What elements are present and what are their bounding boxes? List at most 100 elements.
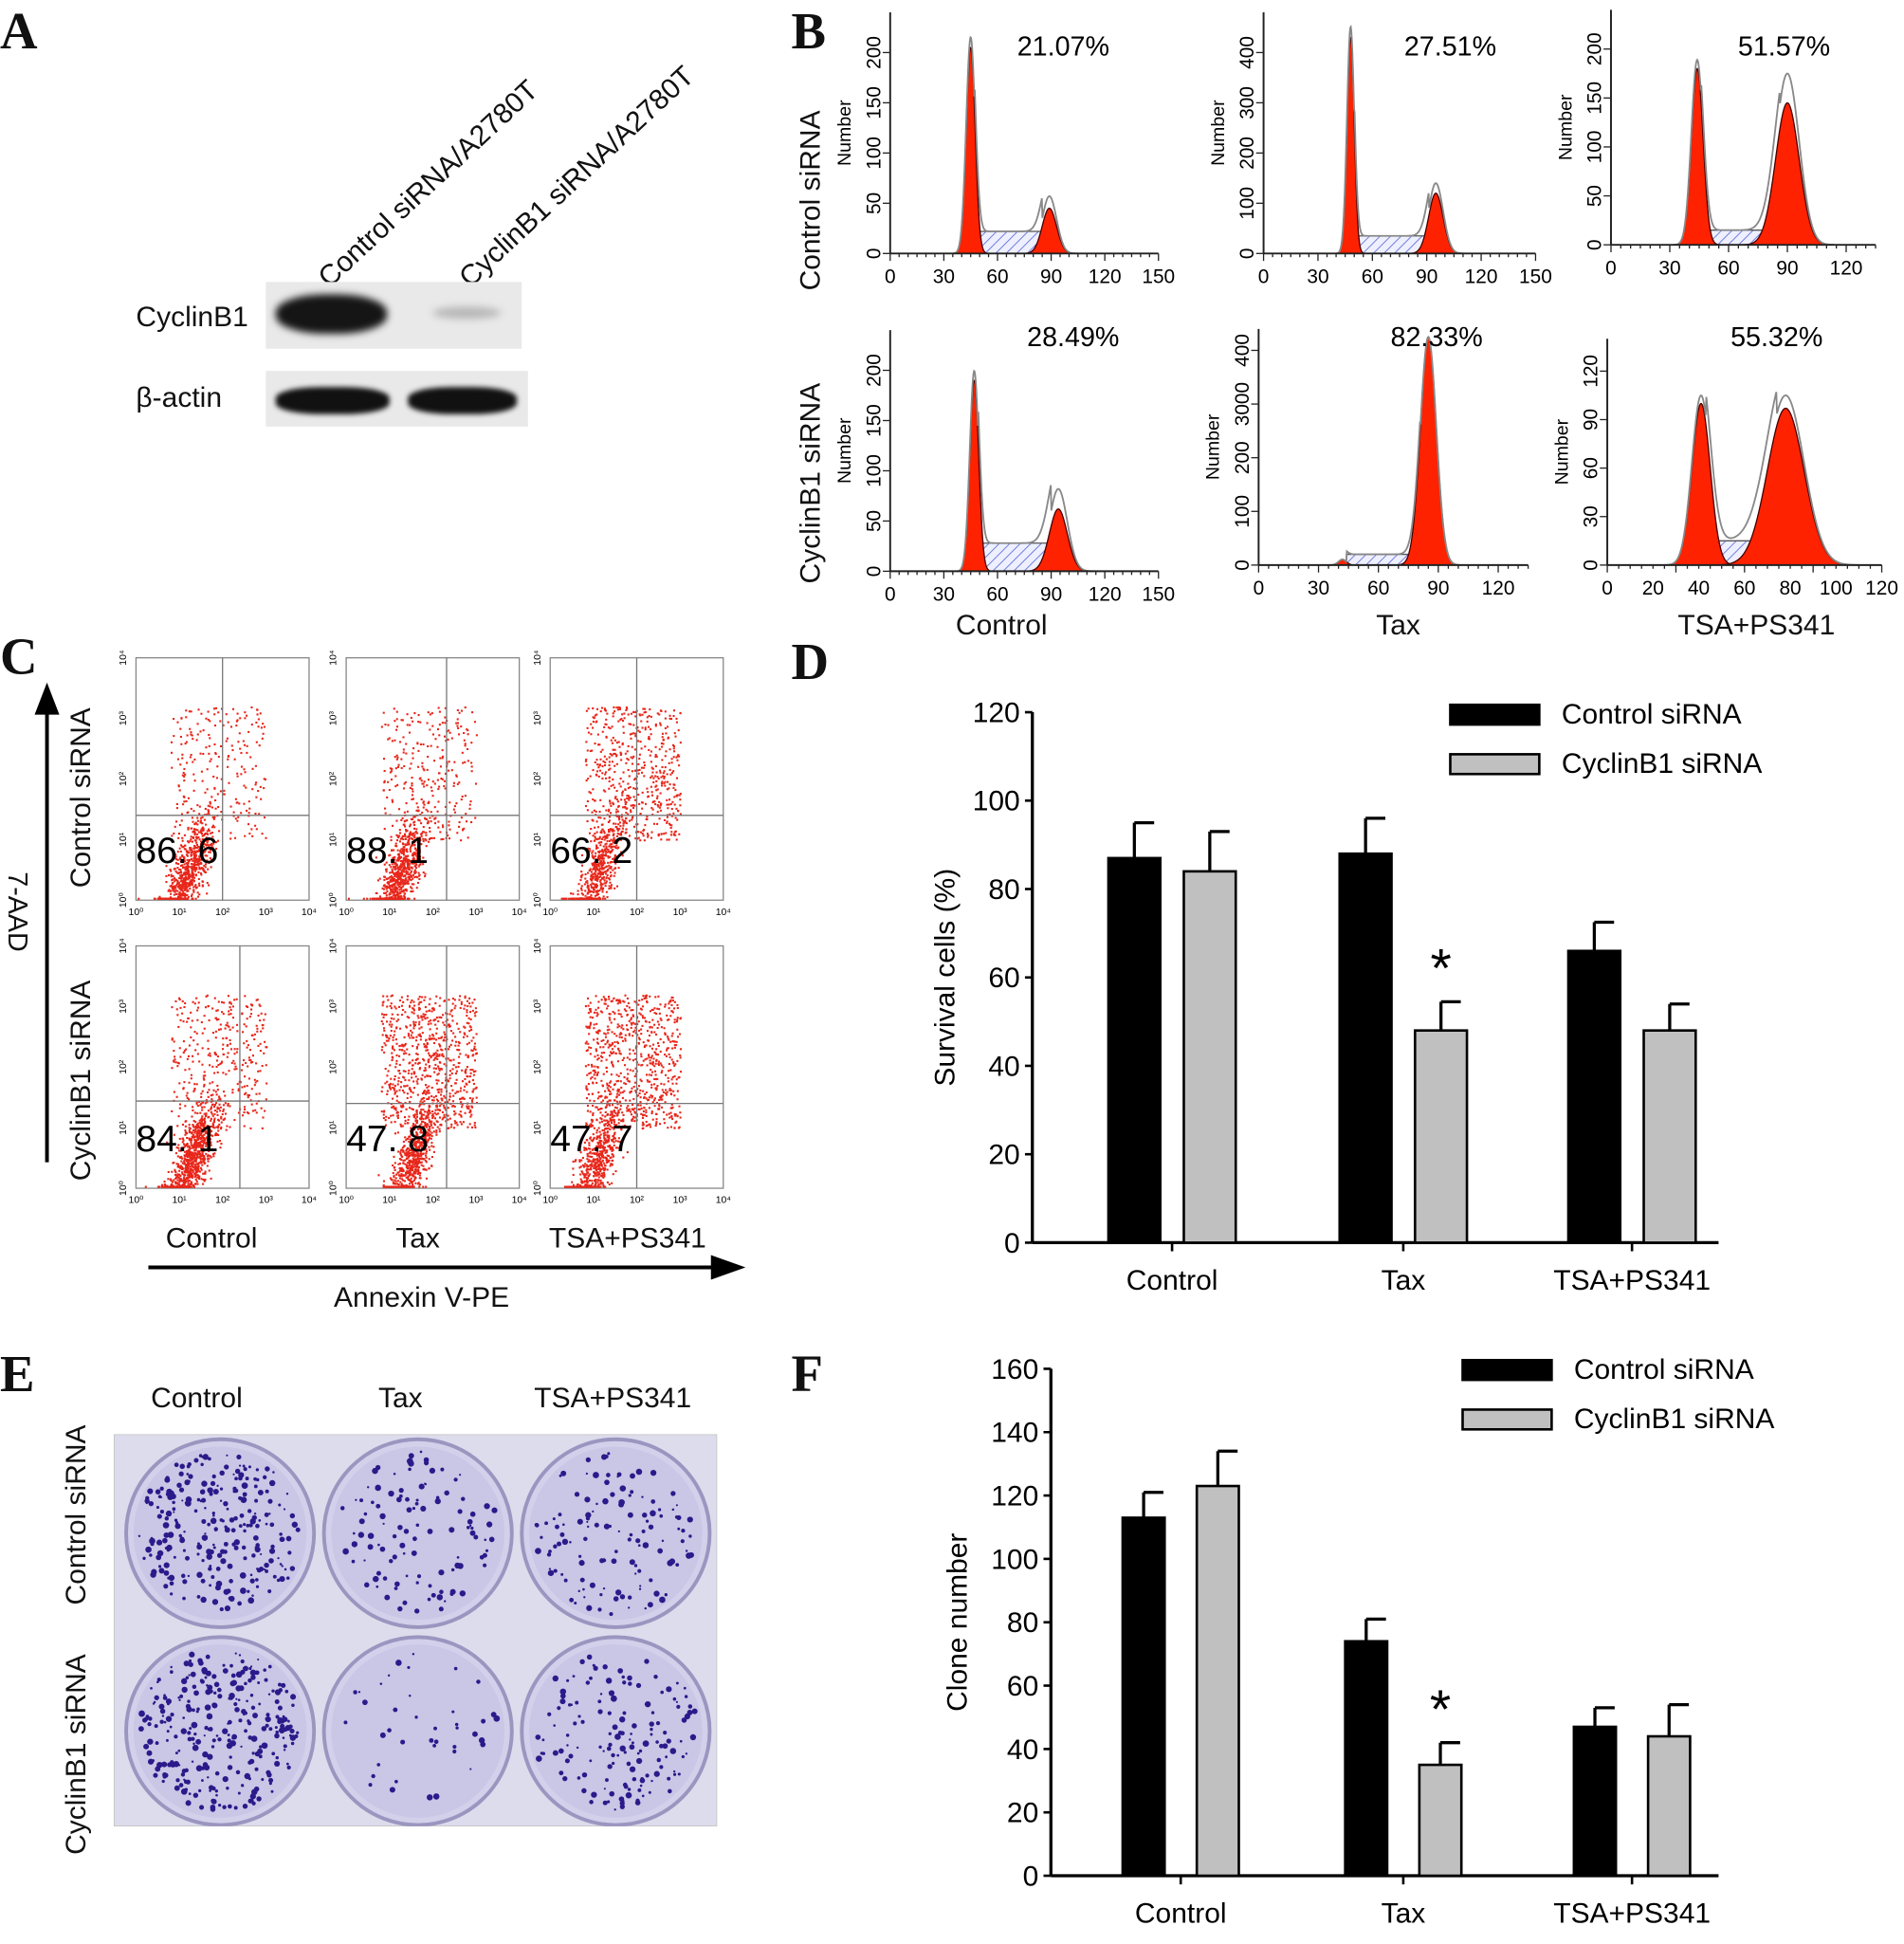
event-dot bbox=[183, 800, 185, 802]
event-dot bbox=[599, 759, 601, 761]
event-dot bbox=[443, 785, 445, 787]
event-dot bbox=[191, 1115, 192, 1117]
event-dot bbox=[401, 767, 403, 769]
event-dot bbox=[239, 717, 241, 719]
event-dot bbox=[611, 740, 613, 742]
event-dot bbox=[416, 876, 418, 878]
event-dot bbox=[435, 1095, 437, 1097]
event-dot bbox=[387, 1000, 389, 1001]
event-dot bbox=[451, 1019, 453, 1021]
event-dot bbox=[415, 810, 417, 812]
event-dot bbox=[432, 1113, 434, 1115]
event-dot bbox=[393, 1039, 394, 1041]
event-dot bbox=[227, 759, 229, 761]
event-dot bbox=[658, 801, 660, 803]
event-dot bbox=[410, 787, 412, 789]
event-dot bbox=[157, 898, 159, 900]
event-dot bbox=[261, 1108, 263, 1110]
event-dot bbox=[255, 783, 257, 785]
event-dot bbox=[383, 879, 385, 881]
x-tick-label: 10⁴ bbox=[716, 908, 731, 918]
event-dot bbox=[628, 799, 630, 801]
event-dot bbox=[348, 898, 350, 900]
event-dot bbox=[259, 1070, 261, 1072]
event-dot bbox=[387, 739, 389, 741]
event-dot bbox=[262, 1116, 264, 1118]
event-dot bbox=[421, 765, 423, 767]
event-dot bbox=[248, 1059, 250, 1061]
event-dot bbox=[588, 732, 590, 734]
event-dot bbox=[469, 800, 471, 802]
event-dot bbox=[189, 1184, 191, 1186]
event-dot bbox=[401, 719, 403, 721]
event-dot bbox=[403, 889, 405, 891]
arrow-right-icon bbox=[711, 1255, 746, 1279]
event-dot bbox=[613, 822, 614, 824]
event-dot bbox=[183, 1052, 185, 1054]
event-dot bbox=[395, 767, 397, 769]
event-dot bbox=[248, 1056, 250, 1058]
event-dot bbox=[439, 831, 441, 833]
event-dot bbox=[265, 837, 266, 839]
event-dot bbox=[601, 778, 603, 779]
event-dot bbox=[457, 727, 459, 729]
event-dot bbox=[649, 708, 650, 710]
event-dot bbox=[202, 1161, 204, 1163]
event-dot bbox=[392, 884, 394, 886]
event-dot bbox=[611, 874, 613, 876]
event-dot bbox=[386, 886, 388, 888]
event-dot bbox=[192, 871, 193, 873]
event-dot bbox=[238, 802, 240, 804]
x-tick-label: 120 bbox=[1089, 584, 1122, 606]
event-dot bbox=[424, 996, 426, 998]
x-tick-label: 10⁰ bbox=[129, 1196, 144, 1206]
event-dot bbox=[137, 898, 139, 900]
event-dot bbox=[384, 724, 386, 725]
event-dot bbox=[262, 1024, 264, 1026]
event-dot bbox=[611, 884, 613, 886]
y-tick-label: 10⁰ bbox=[119, 892, 129, 908]
event-dot bbox=[174, 1055, 175, 1057]
event-dot bbox=[442, 779, 444, 780]
event-dot bbox=[185, 885, 187, 887]
event-dot bbox=[623, 732, 625, 734]
event-dot bbox=[183, 882, 185, 884]
event-dot bbox=[393, 1018, 394, 1019]
event-dot bbox=[665, 718, 667, 720]
event-dot bbox=[401, 873, 403, 875]
event-dot bbox=[220, 811, 222, 813]
event-dot bbox=[168, 890, 170, 892]
event-dot bbox=[189, 1044, 191, 1046]
event-dot bbox=[644, 824, 646, 826]
event-dot bbox=[412, 878, 413, 880]
event-dot bbox=[258, 725, 260, 727]
event-dot bbox=[674, 732, 676, 734]
event-dot bbox=[619, 825, 621, 827]
event-dot bbox=[411, 784, 412, 786]
event-dot bbox=[402, 736, 404, 738]
event-dot bbox=[403, 765, 405, 767]
event-dot bbox=[669, 783, 671, 785]
x-tick-label: 30 bbox=[1308, 578, 1329, 599]
event-dot bbox=[249, 1128, 251, 1129]
event-dot bbox=[655, 789, 657, 791]
event-dot bbox=[242, 1064, 244, 1066]
event-dot bbox=[609, 878, 611, 880]
event-dot bbox=[417, 1015, 419, 1017]
event-dot bbox=[223, 1091, 225, 1092]
event-dot bbox=[178, 1115, 180, 1117]
event-dot bbox=[179, 1047, 181, 1049]
event-dot bbox=[218, 1124, 220, 1126]
event-dot bbox=[370, 898, 372, 900]
event-dot bbox=[677, 810, 679, 812]
event-dot bbox=[444, 780, 446, 782]
event-dot bbox=[417, 819, 419, 821]
event-dot bbox=[413, 876, 415, 878]
event-dot bbox=[616, 886, 618, 888]
event-dot bbox=[236, 773, 238, 775]
event-dot bbox=[660, 838, 662, 840]
event-dot bbox=[396, 755, 398, 757]
event-dot bbox=[383, 1014, 385, 1016]
event-dot bbox=[177, 872, 179, 874]
